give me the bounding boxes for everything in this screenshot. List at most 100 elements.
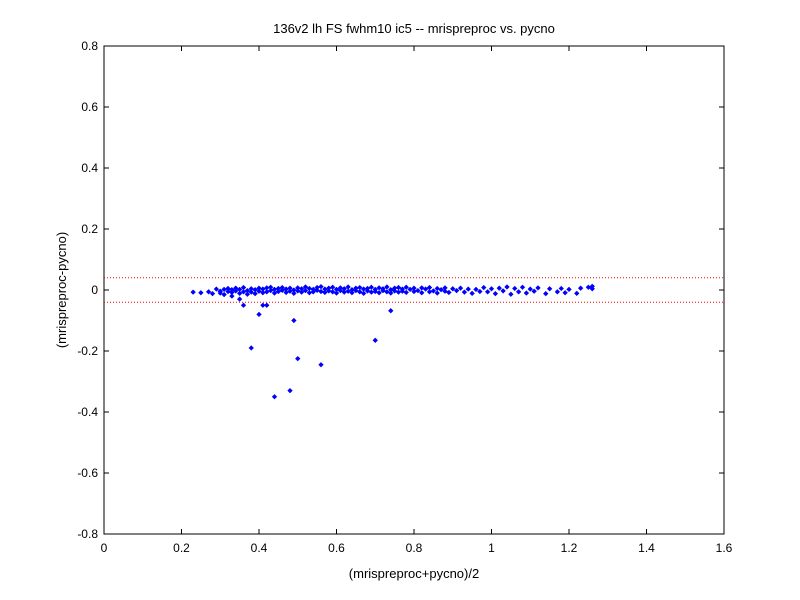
data-point	[318, 288, 324, 295]
data-point	[252, 290, 258, 297]
y-tick-label: -0.2	[77, 344, 98, 358]
data-point	[306, 285, 313, 292]
chart-title: 136v2 lh FS fwhm10 ic5 -- mrispreproc vs…	[273, 21, 555, 36]
data-point	[508, 291, 514, 298]
data-point	[461, 289, 468, 295]
data-point	[492, 290, 499, 297]
data-point	[415, 287, 421, 294]
data-point	[287, 387, 293, 394]
data-point	[438, 286, 444, 293]
data-point	[511, 285, 518, 292]
data-point	[577, 285, 584, 291]
data-point	[434, 290, 441, 296]
data-point	[519, 284, 526, 291]
data-point	[504, 284, 510, 290]
data-point	[542, 290, 549, 297]
data-points	[190, 283, 596, 400]
data-point	[217, 290, 224, 296]
y-tick-label: 0.4	[81, 161, 98, 175]
data-point	[531, 288, 537, 294]
data-point	[248, 345, 255, 351]
data-point	[380, 287, 386, 294]
data-point	[236, 290, 243, 297]
data-point	[236, 296, 243, 302]
data-point	[337, 287, 344, 294]
x-tick-label: 1	[488, 541, 495, 555]
data-point	[333, 290, 340, 296]
data-point	[465, 286, 472, 292]
data-point	[384, 289, 390, 295]
data-point	[457, 285, 464, 291]
data-point	[318, 283, 324, 290]
data-point	[353, 287, 359, 294]
data-point	[310, 289, 317, 295]
data-point	[325, 288, 332, 294]
data-point	[291, 290, 297, 297]
data-point	[236, 286, 243, 293]
data-point	[554, 289, 561, 295]
x-tick-label: 1.6	[716, 541, 733, 555]
x-tick-label: 1.2	[561, 541, 578, 555]
data-point	[500, 288, 506, 294]
data-point	[356, 289, 363, 295]
data-point	[263, 302, 270, 309]
data-point	[271, 393, 278, 400]
data-point	[294, 355, 301, 362]
x-tick-label: 1.4	[638, 541, 655, 555]
data-point	[209, 290, 216, 297]
data-point	[314, 287, 320, 294]
data-point	[449, 286, 456, 292]
data-point	[480, 284, 487, 291]
data-point	[376, 289, 382, 296]
data-point	[426, 284, 433, 291]
data-point	[573, 290, 580, 297]
data-point	[229, 293, 235, 299]
data-point	[190, 289, 196, 295]
data-point	[244, 291, 251, 298]
y-axis-ticks: 0.8 0.6 0.4 0.2 0 -0.2 -0.4 -0.6 -0.8	[77, 39, 724, 541]
data-point	[256, 288, 262, 294]
data-point	[225, 288, 231, 295]
data-point	[558, 285, 565, 292]
data-point	[403, 289, 410, 296]
data-point	[430, 288, 437, 294]
data-point	[418, 289, 425, 296]
data-point	[372, 337, 379, 344]
data-point	[527, 286, 534, 292]
data-point	[411, 285, 417, 291]
data-point	[453, 287, 460, 294]
data-point	[198, 289, 204, 296]
x-tick-label: 0.6	[328, 541, 345, 555]
data-point	[291, 317, 297, 324]
data-point	[267, 284, 274, 291]
data-point	[205, 289, 212, 295]
data-point	[221, 291, 227, 298]
y-tick-label: -0.6	[77, 466, 98, 480]
data-point	[271, 290, 278, 296]
data-point	[229, 286, 235, 293]
data-point	[535, 285, 541, 291]
data-point	[329, 289, 336, 295]
data-point	[446, 289, 452, 296]
data-point	[422, 286, 429, 292]
data-point	[387, 307, 394, 314]
data-point	[589, 283, 596, 290]
data-point	[473, 286, 479, 293]
data-point	[260, 302, 266, 309]
x-axis-label: (mrispreproc+pycno)/2	[349, 566, 479, 581]
data-point	[488, 286, 495, 292]
data-point	[515, 289, 522, 295]
x-tick-label: 0.8	[406, 541, 423, 555]
data-point	[442, 285, 448, 291]
x-axis-ticks: 0 0.2 0.4 0.6 0.8 1 1.2 1.4 1.6	[101, 46, 733, 555]
data-point	[318, 361, 324, 368]
data-point	[469, 290, 475, 297]
data-point	[279, 284, 286, 291]
data-point	[477, 288, 483, 295]
y-tick-label: 0.8	[81, 39, 98, 53]
data-point	[248, 289, 255, 295]
data-point	[298, 289, 305, 295]
data-point	[566, 286, 572, 293]
